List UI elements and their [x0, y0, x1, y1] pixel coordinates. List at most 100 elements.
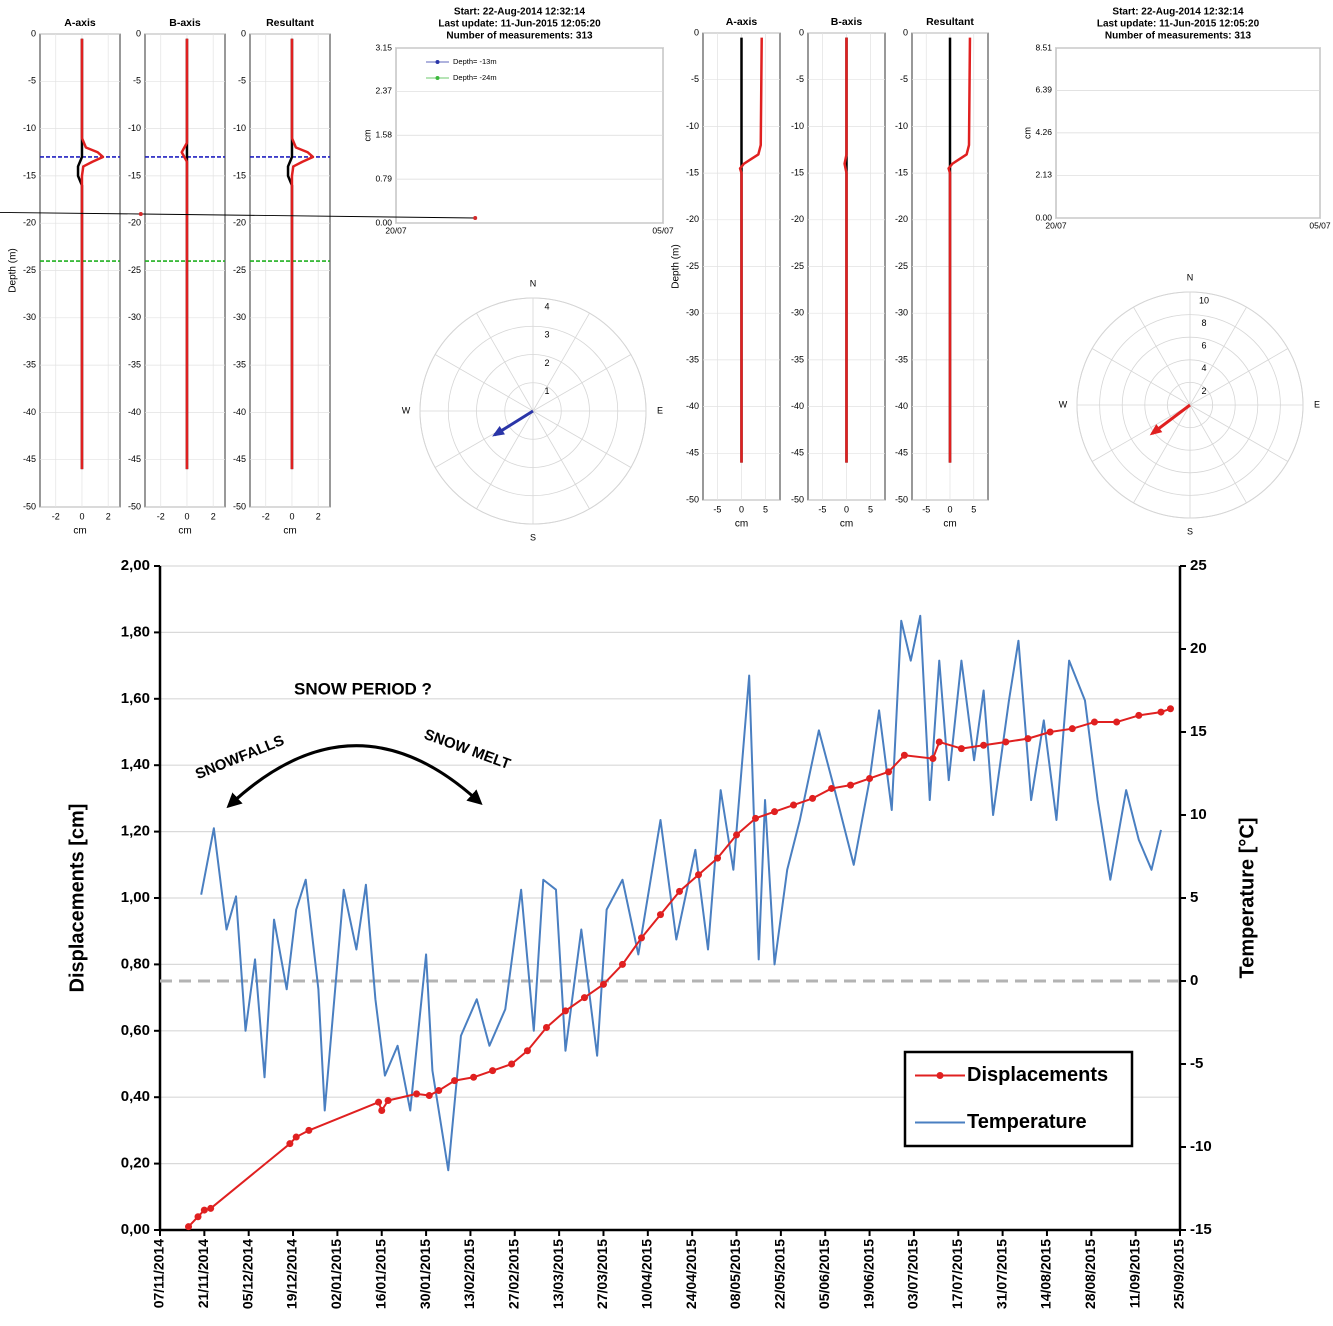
y-tick-label: -15 — [233, 170, 246, 180]
data-point — [1135, 711, 1143, 719]
y-tick-label: -45 — [791, 448, 804, 458]
y-tick-label: -20 — [791, 214, 804, 224]
x-tick-label: 5 — [971, 504, 976, 514]
x-tick-label: 27/02/2015 — [505, 1239, 521, 1309]
y-tick-label: 0.00 — [1035, 212, 1052, 222]
r-tick-label: 10 — [1199, 295, 1209, 305]
y-tick-label: -25 — [791, 261, 804, 271]
y-tick-label: -45 — [895, 448, 908, 458]
data-point — [561, 1007, 569, 1015]
profile-line — [843, 37, 848, 463]
y-tick-label: -50 — [128, 501, 141, 511]
data-point — [1024, 735, 1032, 743]
data-point — [1157, 708, 1165, 716]
y-tick-label: -40 — [895, 401, 908, 411]
polar-spoke — [1189, 404, 1289, 462]
x-tick-label: -5 — [713, 504, 721, 514]
data-point — [413, 1090, 421, 1098]
x-tick-label: 03/07/2015 — [905, 1239, 921, 1309]
y-tick-label: -20 — [233, 218, 246, 228]
y-tick-label: -45 — [23, 454, 36, 464]
y-tick-label: -15 — [23, 170, 36, 180]
plot-title: Resultant — [926, 16, 974, 28]
polar-ring — [504, 382, 562, 440]
chart-title: Start: 22-Aug-2014 12:32:14 — [454, 7, 586, 18]
data-point — [425, 1092, 433, 1100]
x-tick-label: 0 — [79, 511, 84, 521]
y-tick-label: 0,80 — [121, 955, 150, 972]
y2-tick-label: 5 — [1190, 889, 1198, 906]
data-point — [185, 1223, 193, 1231]
data-point — [305, 1126, 313, 1134]
y-axis-label: cm — [362, 130, 372, 142]
direction-label: E — [1314, 399, 1320, 409]
x-tick-label: 20/07 — [385, 225, 407, 235]
plot-title: B-axis — [831, 16, 863, 28]
y-tick-label: -30 — [895, 308, 908, 318]
direction-label: W — [1059, 399, 1068, 409]
data-point — [771, 808, 779, 816]
x-tick-label: 19/06/2015 — [860, 1239, 876, 1309]
x-axis-label: cm — [283, 526, 296, 537]
data-point — [637, 934, 645, 942]
x-tick-label: -5 — [818, 504, 826, 514]
r-tick-label: 2 — [1201, 386, 1206, 396]
polar-ring — [419, 297, 647, 525]
data-point — [1068, 725, 1076, 733]
data-point — [656, 911, 664, 919]
series-line — [187, 707, 1171, 1228]
x-tick-label: 02/01/2015 — [328, 1239, 344, 1309]
data-point — [1090, 718, 1098, 726]
y-tick-label: -15 — [128, 170, 141, 180]
y-tick-label: -50 — [791, 494, 804, 504]
data-point — [957, 745, 965, 753]
r-tick-label: 4 — [544, 301, 549, 311]
y-tick-label: -5 — [796, 74, 804, 84]
direction-label: N — [530, 278, 537, 288]
direction-label: W — [402, 405, 411, 415]
snow-arc-arrow — [226, 744, 483, 809]
y-tick-label: -25 — [233, 265, 246, 275]
data-point — [194, 1213, 202, 1221]
polar-spoke — [1133, 306, 1191, 406]
y-tick-label: 2.37 — [375, 86, 392, 96]
y-tick-label: -20 — [686, 214, 699, 224]
chart-title: Last update: 11-Jun-2015 12:05:20 — [438, 19, 601, 30]
plot-title: Resultant — [266, 17, 314, 29]
y-tick-label: -10 — [895, 121, 908, 131]
y-tick-label: -35 — [791, 354, 804, 364]
arrow-head — [1149, 424, 1163, 436]
x-tick-label: 21/11/2014 — [195, 1239, 211, 1309]
y2-tick-label: 20 — [1190, 640, 1207, 657]
profile-line — [947, 37, 972, 463]
y-tick-label: -5 — [691, 74, 699, 84]
data-point — [809, 794, 817, 802]
y2-tick-label: -5 — [1190, 1055, 1203, 1072]
y-tick-label: -25 — [895, 261, 908, 271]
data-point — [375, 1098, 383, 1106]
x-axis-label: cm — [73, 526, 86, 537]
y-tick-label: -20 — [895, 214, 908, 224]
y-tick-label: 1,40 — [121, 756, 150, 773]
polar-ring — [1167, 381, 1214, 428]
annotation: SNOW PERIOD ? — [294, 679, 432, 698]
y-tick-label: -45 — [686, 448, 699, 458]
data-point — [1046, 728, 1054, 736]
y2-tick-label: 10 — [1190, 806, 1207, 823]
x-tick-label: 05/07 — [1309, 220, 1331, 230]
x-tick-label: 2 — [106, 511, 111, 521]
y-tick-label: -40 — [686, 401, 699, 411]
x-tick-label: 0 — [289, 511, 294, 521]
chart-title: Number of measurements: 313 — [1105, 31, 1252, 42]
chart-title: Start: 22-Aug-2014 12:32:14 — [1112, 7, 1244, 18]
data-point — [618, 960, 626, 968]
polar-ring — [447, 325, 619, 497]
y-tick-label: -5 — [238, 76, 246, 86]
y-tick-label: -15 — [686, 167, 699, 177]
y-tick-label: -35 — [686, 354, 699, 364]
legend-label: Temperature — [967, 1111, 1087, 1133]
legend-label: Displacements — [967, 1064, 1108, 1086]
y-tick-label: -35 — [895, 354, 908, 364]
x-tick-label: 0 — [184, 511, 189, 521]
x-tick-label: 17/07/2015 — [949, 1239, 965, 1309]
